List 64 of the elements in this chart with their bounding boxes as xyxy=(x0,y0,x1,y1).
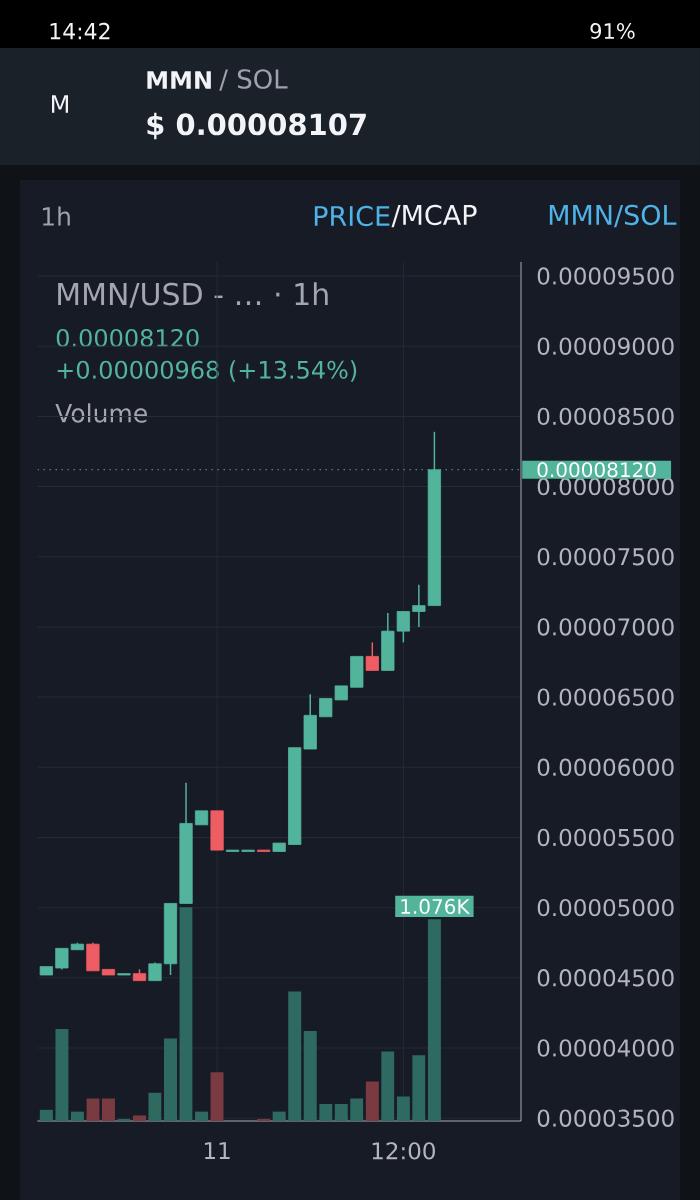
text: 14:42 xyxy=(50,22,110,40)
bar xyxy=(396,1096,410,1121)
bar xyxy=(39,1109,53,1121)
text: 1h xyxy=(42,206,70,226)
candlestick xyxy=(39,966,53,976)
y-tick-label: 0.00008000 xyxy=(537,477,674,496)
candlestick xyxy=(101,969,116,976)
bar xyxy=(350,1098,364,1121)
bar xyxy=(55,1029,69,1121)
bar xyxy=(319,1104,333,1121)
candlestick xyxy=(117,973,131,976)
candlestick xyxy=(365,641,379,672)
bar xyxy=(195,1111,209,1121)
candlestick xyxy=(257,849,271,852)
text: /MCAP xyxy=(391,204,477,228)
y-tick-label: 0.00009000 xyxy=(537,337,674,355)
text: M xyxy=(52,95,69,113)
text: $ 0.00008107 xyxy=(147,112,366,140)
y-tick-label: 0.00009500 xyxy=(537,267,674,285)
x-tick-label: 12:00 xyxy=(372,1142,435,1160)
bar xyxy=(210,1072,224,1121)
candlestick xyxy=(350,656,364,688)
candlestick xyxy=(210,810,224,851)
bar xyxy=(412,1055,426,1121)
annotation: 0.00008120 xyxy=(56,328,199,348)
text: / SOL xyxy=(219,69,288,91)
y-tick-label: 0.00004500 xyxy=(537,969,674,987)
ref-line-label: 0.00008120 xyxy=(537,462,656,478)
text: MMN/SOL xyxy=(549,204,677,228)
candlestick xyxy=(272,842,286,852)
bar xyxy=(272,1111,286,1121)
text: MMN/USD - … · 1h xyxy=(58,282,328,308)
bar xyxy=(334,1104,348,1121)
text: MMN xyxy=(147,71,211,89)
bar xyxy=(288,991,302,1121)
text: PRICE xyxy=(314,205,390,227)
y-tick-label: 0.00006500 xyxy=(537,688,674,706)
y-tick-label: 0.00007500 xyxy=(537,548,674,566)
bar xyxy=(148,1092,162,1121)
data-label: 1.076K xyxy=(401,898,470,914)
x-tick-label: 11 xyxy=(204,1142,230,1159)
bar xyxy=(179,907,193,1121)
bar xyxy=(70,1111,84,1121)
bar xyxy=(381,1051,395,1121)
y-tick-label: 0.00008500 xyxy=(537,407,674,426)
text: 91% xyxy=(590,23,635,39)
bar xyxy=(365,1081,379,1121)
y-tick-label: 0.00005000 xyxy=(537,898,674,917)
bar xyxy=(86,1098,100,1121)
candlestick xyxy=(241,849,255,852)
bar xyxy=(303,1030,317,1121)
candlestick xyxy=(148,961,162,982)
annotation: +0.00000968 (+13.54%) xyxy=(57,360,357,382)
y-tick-label: 0.00003500 xyxy=(537,1109,674,1127)
bar xyxy=(101,1098,115,1121)
y-tick-label: 0.00006000 xyxy=(537,758,674,776)
bar xyxy=(427,919,441,1121)
candlestick xyxy=(194,810,209,826)
bar xyxy=(164,1038,178,1121)
y-tick-label: 0.00007000 xyxy=(537,618,674,636)
candlestick xyxy=(412,584,426,628)
y-tick-label: 0.00005500 xyxy=(537,828,674,847)
candlestick xyxy=(226,849,240,852)
y-tick-label: 0.00004000 xyxy=(537,1039,674,1057)
